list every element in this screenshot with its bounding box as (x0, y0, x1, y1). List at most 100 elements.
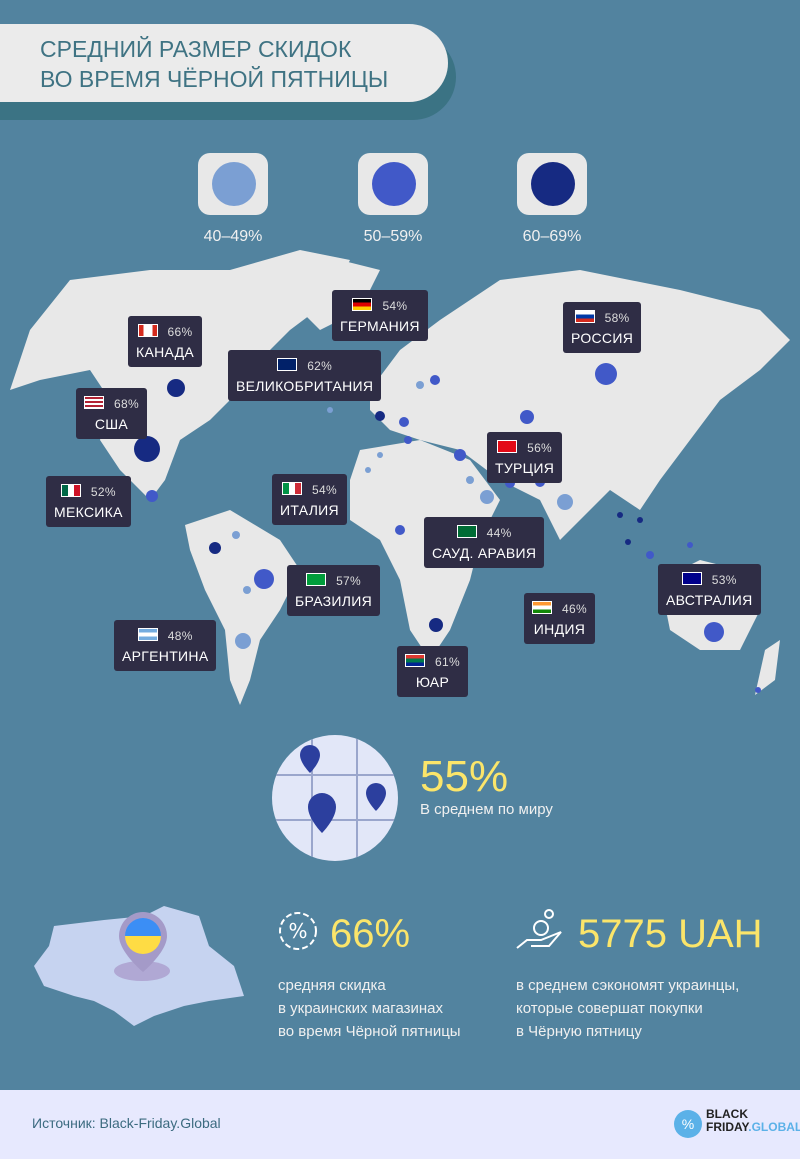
country-name: ИТАЛИЯ (280, 502, 339, 518)
country-label: 53% АВСТРАЛИЯ (658, 564, 761, 615)
legend-label: 60–69% (522, 228, 582, 245)
country-label: 54% ИТАЛИЯ (272, 474, 347, 525)
ukraine-discount-value: 66% (330, 912, 411, 956)
country-label: 54% ГЕРМАНИЯ (332, 290, 428, 341)
country-dot (505, 478, 515, 488)
caption-line: в среднем сэкономят украинцы, (516, 977, 740, 994)
legend-swatch-50-59 (358, 153, 428, 215)
country-value: 54% (382, 299, 408, 313)
country-value: 61% (435, 655, 460, 669)
page-title: СРЕДНИЙ РАЗМЕР СКИДОК ВО ВРЕМЯ ЧЁРНОЙ ПЯ… (0, 24, 448, 102)
country-label: 62% ВЕЛИКОБРИТАНИЯ (228, 350, 382, 401)
country-dot (595, 363, 617, 385)
country-value: 68% (114, 397, 139, 411)
country-dot (243, 586, 251, 594)
south-america (185, 510, 300, 705)
saudi-flag-icon (456, 525, 477, 538)
country-label: 44% САУД. АРАВИЯ (424, 517, 545, 568)
country-name: ВЕЛИКОБРИТАНИЯ (236, 378, 374, 394)
country-dot (637, 517, 643, 523)
title-line-2: ВО ВРЕМЯ ЧЁРНОЙ ПЯТНИЦЫ (40, 66, 389, 92)
country-dot (466, 476, 474, 484)
country-value: 58% (604, 311, 630, 325)
legend-label: 50–59% (363, 228, 423, 245)
country-name: АВСТРАЛИЯ (666, 592, 753, 608)
country-dot (235, 633, 251, 649)
canada-flag-icon (137, 324, 158, 337)
country-name: АРГЕНТИНА (122, 648, 209, 664)
country-label: 56% ТУРЦИЯ (487, 432, 563, 483)
country-name: МЕКСИКА (54, 504, 123, 520)
discount-badge-icon: % (279, 912, 317, 950)
black-friday-global-logo: % BLACK FRIDAY.GLOBAL (674, 1104, 800, 1144)
country-name: РОССИЯ (571, 330, 634, 346)
ukraine-map (34, 906, 244, 1026)
globe-icon (272, 735, 398, 861)
country-value: 52% (90, 485, 116, 499)
country-dot (520, 410, 534, 424)
argentina-flag-icon (137, 628, 158, 641)
country-dot (430, 375, 440, 385)
italy-flag-icon (282, 482, 303, 495)
country-name: БРАЗИЛИЯ (295, 593, 373, 609)
country-name: США (94, 416, 129, 432)
country-dot (395, 525, 405, 535)
germany-flag-icon (352, 298, 373, 311)
country-value: 46% (562, 602, 587, 616)
footer: Источник: Black-Friday.Global % BLACK FRI… (0, 1090, 800, 1159)
uk-flag-icon (277, 358, 298, 371)
world-average-value: 55% (420, 752, 509, 801)
country-name: ЮАР (415, 674, 450, 690)
australia-flag-icon (681, 572, 702, 585)
source-text: Источник: Black-Friday.Global (32, 1115, 221, 1131)
south-africa-flag-icon (405, 654, 425, 667)
europe-asia (370, 270, 790, 540)
caption-line: средняя скидка (278, 977, 386, 994)
india-flag-icon (532, 601, 552, 614)
country-dot (454, 449, 466, 461)
country-value: 48% (167, 629, 193, 643)
country-value: 57% (336, 574, 361, 588)
country-dot (209, 542, 221, 554)
svg-text:%: % (288, 919, 307, 943)
country-dot (365, 467, 371, 473)
country-dot (480, 490, 494, 504)
country-label: 66% КАНАДА (128, 316, 203, 367)
country-label: 52% МЕКСИКА (46, 476, 131, 527)
world-average-caption: В среднем по миру (420, 801, 553, 818)
country-dot (377, 452, 383, 458)
country-label: 48% АРГЕНТИНА (114, 620, 217, 671)
country-value: 44% (486, 526, 512, 540)
usa-flag-icon (84, 396, 104, 409)
country-value: 54% (312, 483, 337, 497)
country-value: 62% (307, 359, 333, 373)
mexico-flag-icon (60, 484, 81, 497)
country-label: 61% ЮАР (397, 646, 468, 697)
caption-line: во время Чёрной пятницы (278, 1023, 461, 1040)
savings-value: 5775 UAH (578, 912, 763, 956)
country-label: 57% БРАЗИЛИЯ (287, 565, 381, 616)
country-dot (375, 411, 385, 421)
country-name: ТУРЦИЯ (495, 460, 555, 476)
country-dot (625, 539, 631, 545)
country-value: 56% (527, 441, 553, 455)
country-dot (399, 417, 409, 427)
legend-swatch-60-69 (517, 153, 587, 215)
country-label: 68% США (76, 388, 147, 439)
country-dot (429, 618, 443, 632)
country-dot (232, 531, 240, 539)
ukraine-discount-caption: средняя скидка в украинских магазинах во в… (278, 974, 461, 1043)
country-dot (704, 622, 724, 642)
caption-line: в Чёрную пятницу (516, 1023, 642, 1040)
country-name: ИНДИЯ (533, 621, 586, 637)
country-dot (755, 687, 761, 693)
savings-caption: в среднем сэкономят украинцы, которые сов… (516, 974, 739, 1043)
country-dot (557, 494, 573, 510)
legend-label: 40–49% (203, 228, 263, 245)
legend-swatch-40-49 (198, 153, 268, 215)
country-dot (404, 436, 412, 444)
caption-line: в украинских магазинах (278, 1000, 444, 1017)
country-dot (146, 490, 158, 502)
caption-line: которые совершат покупки (516, 1000, 703, 1017)
country-name: ГЕРМАНИЯ (340, 318, 420, 334)
